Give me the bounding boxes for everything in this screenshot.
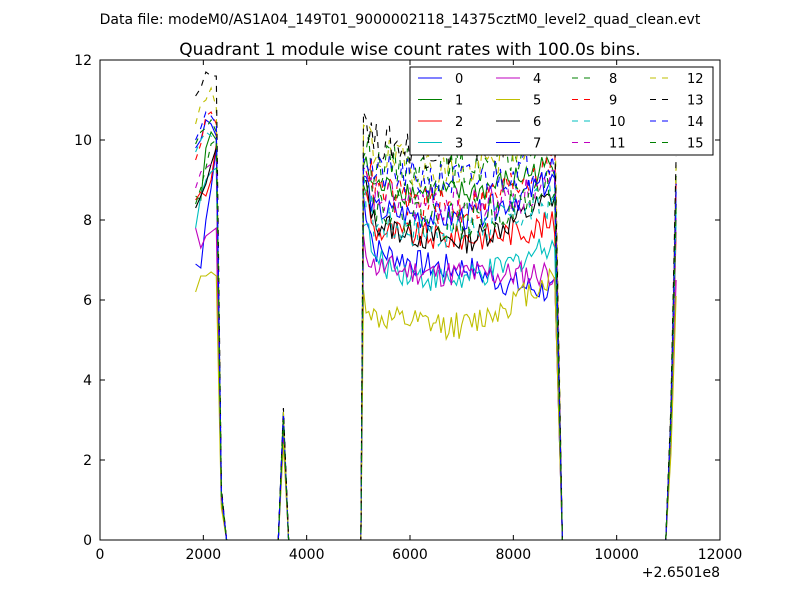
legend-frame [409,66,714,156]
legend-label-5: 5 [533,94,541,109]
legend-label-1: 1 [455,94,463,109]
x-offset-label: +2.6501e8 [642,565,720,581]
figure-suptitle: Data file: modeM0/AS1A04_149T01_90000021… [100,12,701,28]
y-tick-label: 0 [83,533,92,549]
legend-label-11: 11 [609,137,626,152]
x-tick-label: 12000 [698,547,743,563]
x-tick-label: 4000 [289,547,325,563]
y-tick-label: 2 [83,453,92,469]
legend-label-7: 7 [533,137,541,152]
series-line-6 [195,147,677,541]
series-line-15 [195,138,677,541]
legend-label-10: 10 [609,115,626,130]
legend-label-12: 12 [687,72,704,87]
legend-label-2: 2 [455,115,463,130]
series-line-3 [195,166,677,541]
x-tick-label: 2000 [186,547,222,563]
series-line-11 [195,158,677,541]
y-tick-label: 10 [74,133,92,149]
legend-label-15: 15 [687,137,704,152]
series-line-14 [195,111,677,541]
legend-label-13: 13 [687,94,704,109]
y-tick-label: 8 [83,213,92,229]
y-tick-label: 4 [83,373,92,389]
series-line-4 [195,226,677,541]
series-line-2 [195,143,677,541]
legend-label-9: 9 [609,94,617,109]
legend-label-14: 14 [687,115,704,130]
chart-title: Quadrant 1 module wise count rates with … [179,40,640,60]
series-line-5 [195,267,677,541]
x-tick-label: 8000 [496,547,532,563]
legend-label-0: 0 [455,72,463,87]
x-tick-label: 6000 [392,547,428,563]
legend-label-3: 3 [455,137,463,152]
legend-label-4: 4 [533,72,541,87]
legend-label-6: 6 [533,115,541,130]
x-tick-label: 10000 [594,547,639,563]
x-tick-label: 0 [96,547,105,563]
series-line-1 [195,130,677,541]
legend-label-8: 8 [609,72,617,87]
y-tick-label: 6 [83,293,92,309]
y-tick-label: 12 [74,53,92,69]
